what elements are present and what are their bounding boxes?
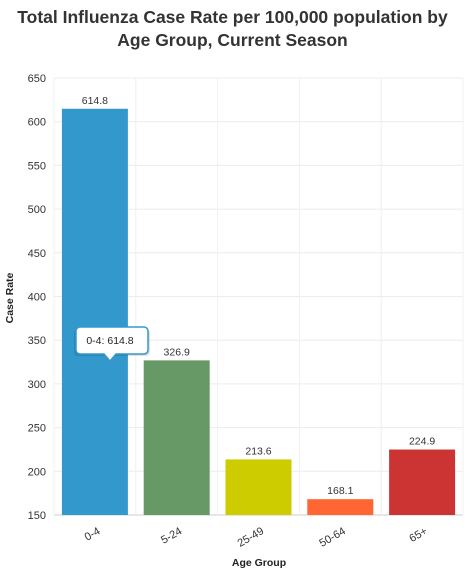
y-axis-title: Case Rate (4, 272, 16, 323)
chart-title: Total Influenza Case Rate per 100,000 po… (0, 6, 465, 52)
bars (61, 108, 456, 515)
y-tick-label: 500 (28, 204, 46, 216)
tooltip-box (75, 326, 149, 363)
bar-50-64 (307, 499, 374, 515)
y-tick-label: 150 (28, 510, 46, 522)
data-label: 326.9 (164, 346, 190, 358)
data-label: 224.9 (409, 436, 435, 448)
y-tick-label: 550 (28, 160, 46, 172)
x-tick-label: 25-49 (236, 525, 266, 549)
x-tick-label: 0-4 (83, 525, 103, 543)
bar-0-4 (61, 108, 128, 515)
chart-title-line-1: Total Influenza Case Rate per 100,000 po… (17, 7, 448, 27)
bar-25-49 (225, 459, 292, 515)
y-tick-label: 400 (28, 292, 46, 304)
x-tick-label: 50-64 (317, 525, 347, 549)
tooltip: 0-4: 614.8 (74, 326, 150, 363)
y-tick-label: 450 (28, 248, 46, 260)
x-axis-ticks: 0-4 5-24 25-49 50-64 65+ (83, 525, 430, 549)
y-tick-label: 200 (28, 466, 46, 478)
chart-title-line-2: Age Group, Current Season (117, 30, 348, 50)
x-tick-label: 65+ (407, 525, 429, 545)
y-tick-label: 650 (28, 73, 46, 85)
data-label: 168.1 (327, 485, 353, 497)
y-tick-label: 250 (28, 423, 46, 435)
tooltip-text: 0-4: 614.8 (86, 335, 133, 347)
bar-65+ (389, 449, 456, 515)
data-labels: 614.8 326.9 213.6 168.1 224.9 (82, 95, 436, 497)
data-label: 213.6 (245, 445, 271, 457)
y-tick-label: 600 (28, 117, 46, 129)
y-tick-label: 300 (28, 379, 46, 391)
x-tick-label: 5-24 (159, 525, 184, 546)
y-axis-ticks: 150 200 250 300 350 400 450 500 550 600 650 (28, 73, 46, 522)
x-axis-title: Age Group (232, 557, 286, 569)
y-tick-label: 350 (28, 335, 46, 347)
bar-5-24 (143, 360, 210, 515)
data-label: 614.8 (82, 95, 108, 107)
